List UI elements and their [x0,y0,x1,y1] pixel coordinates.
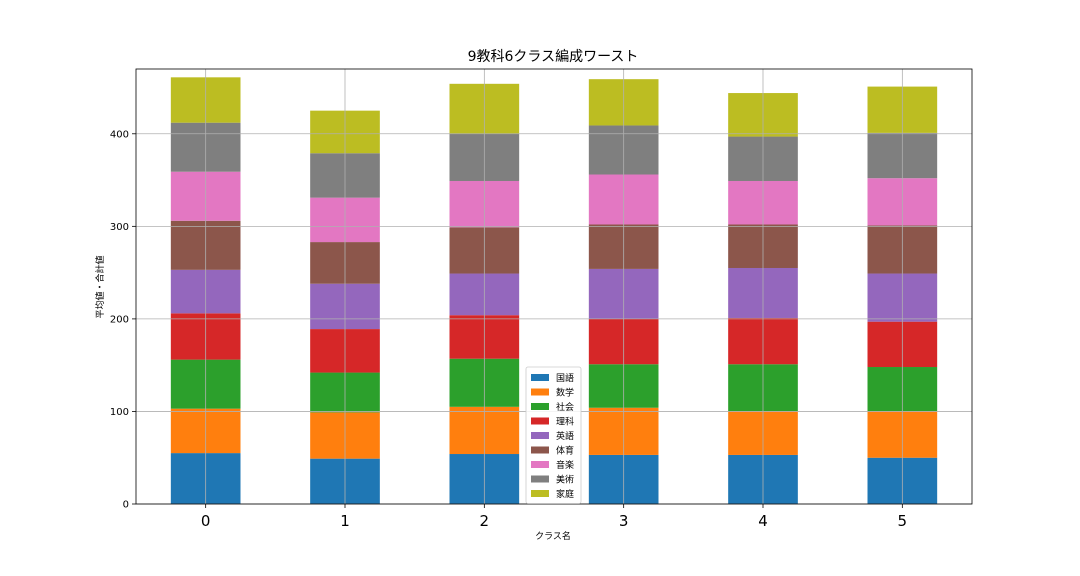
axes: 0 100 200 300 400 0 1 2 3 4 5 [110,68,973,530]
x-tick-label: 1 [340,512,350,530]
x-axis-label: クラス名 [535,530,571,542]
legend-swatch [531,490,549,497]
legend-swatch [531,374,549,381]
plot-frame [135,68,973,505]
legend-swatch [531,403,549,410]
x-tick-label: 4 [758,512,768,530]
legend-entry: 美術 [556,474,574,486]
legend-swatch [531,388,549,396]
y-axis-label: 平均値・合計値 [94,255,106,318]
legend-entry: 英語 [556,430,574,442]
y-tick-label: 400 [110,129,129,140]
y-tick-label: 100 [110,407,129,418]
x-tick-label: 2 [480,512,490,530]
legend-entry: 社会 [556,401,574,413]
legend-entry: 家庭 [556,488,574,500]
y-tick-label: 200 [110,314,129,325]
legend-swatch [531,475,549,483]
x-tick-label: 0 [201,512,211,530]
legend-swatch [531,461,549,468]
y-tick-label: 300 [110,222,129,233]
legend-swatch [531,446,549,454]
legend-swatch [531,417,549,425]
y-tick-label: 0 [123,500,129,511]
legend-entry: 数学 [556,387,574,399]
legend-entry: 国語 [556,372,574,384]
x-tick-label: 5 [898,512,908,530]
legend-entry: 体育 [556,445,574,457]
legend-entry: 音楽 [556,459,574,471]
x-tick-label: 3 [619,512,629,530]
legend-entry: 理科 [556,416,574,428]
chart-title: 9教科6クラス編成ワースト [468,49,639,65]
legend-box [525,366,582,504]
legend-swatch [531,432,549,439]
